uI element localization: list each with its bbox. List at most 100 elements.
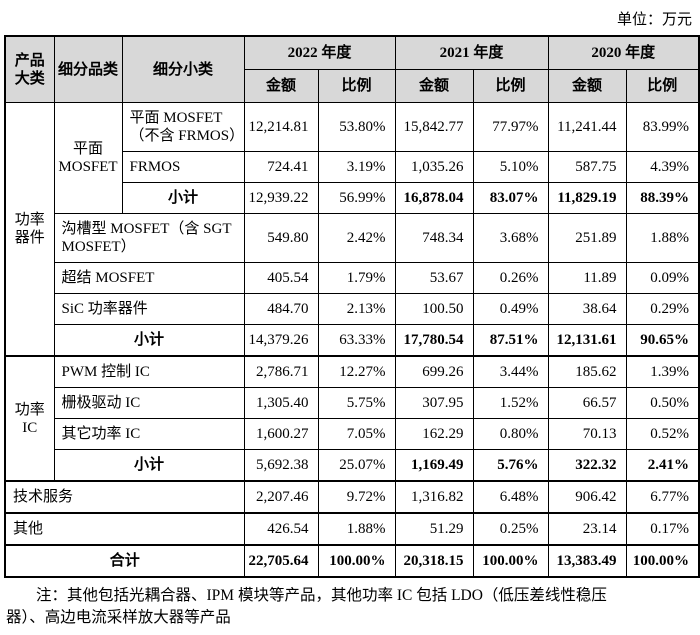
value-cell: 251.89 (547, 213, 627, 263)
value-cell: 25.07% (317, 449, 396, 482)
header-cell: 2022 年度 (243, 35, 396, 70)
value-cell: 5.75% (317, 387, 396, 419)
table-row: 其它功率 IC 1,600.27 7.05% 162.29 0.80% 70.13 0.52… (5, 418, 700, 450)
table-row: 超结 MOSFET 405.54 1.79% 53.67 0.26% 11.89 0.09% (5, 262, 700, 294)
value-cell: 0.50% (625, 387, 700, 419)
table-row: 沟槽型 MOSFET（含 SGT MOSFET） 549.80 2.42% 748.3… (5, 213, 700, 263)
table-row: 技术服务 2,207.46 9.72% 1,316.82 6.48% 906.42 6.77… (4, 480, 700, 514)
value-cell: 0.26% (472, 262, 549, 294)
value-cell: 0.09% (625, 262, 700, 294)
value-cell: 1.88% (317, 512, 396, 546)
value-cell: 100.00% (317, 544, 396, 578)
value-cell: 14,379.26 (243, 324, 319, 357)
value-cell: 88.39% (625, 182, 700, 214)
value-cell: 322.32 (547, 449, 627, 482)
row-label-cell: 栅极驱动 IC (53, 387, 245, 419)
value-cell: 6.77% (625, 480, 700, 514)
value-cell: 307.95 (394, 387, 474, 419)
value-cell: 1,600.27 (243, 418, 319, 450)
value-cell: 16,878.04 (394, 182, 474, 214)
header-cell: 2020 年度 (547, 35, 700, 70)
header-cell: 细分品类 (53, 35, 123, 103)
table-body: 功率器件 平面 MOSFET 平面 MOSFET（不含 FRMOS） 12,214.8… (4, 102, 700, 578)
value-cell: 11,241.44 (547, 102, 627, 152)
row-label-cell: 超结 MOSFET (53, 262, 245, 294)
table-row: 功率器件 平面 MOSFET 平面 MOSFET（不含 FRMOS） 12,214.8… (4, 102, 700, 357)
value-cell: 2.13% (317, 293, 396, 325)
value-cell: 549.80 (243, 213, 319, 263)
value-cell: 6.48% (472, 480, 549, 514)
row-label-cell: PWM 控制 IC (53, 355, 245, 388)
value-cell: 0.17% (625, 512, 700, 546)
header-cell: 金额 (243, 69, 319, 103)
value-cell: 63.33% (317, 324, 396, 357)
value-cell: 0.52% (625, 418, 700, 450)
header-row: 金额 比例 金额 比例 金额 比例 (5, 69, 700, 103)
footnote-line-2: 器）、高边电流采样放大器等产品 (6, 609, 231, 627)
value-cell: 23.14 (547, 512, 627, 546)
row-label-cell: 平面 MOSFET (53, 102, 123, 214)
table-header: 产品大类 细分品类 细分小类 2022 年度 2021 年度 2020 年度 金额 比例 金额比… (4, 35, 700, 103)
value-cell: 4.39% (625, 151, 700, 183)
value-cell: 12,131.61 (547, 324, 627, 357)
value-cell: 20,318.15 (394, 544, 474, 578)
value-cell: 2.41% (625, 449, 700, 482)
row-label-cell: 合计 (4, 544, 245, 578)
value-cell: 587.75 (547, 151, 627, 183)
row-label-cell: 小计 (53, 449, 245, 482)
header-cell: 金额 (547, 69, 627, 103)
value-cell: 1.79% (317, 262, 396, 294)
value-cell: 2,786.71 (243, 355, 319, 388)
value-cell: 1.88% (625, 213, 700, 263)
header-cell: 产品大类 (4, 35, 55, 103)
value-cell: 5.76% (472, 449, 549, 482)
value-cell: 0.29% (625, 293, 700, 325)
value-cell: 906.42 (547, 480, 627, 514)
value-cell: 5.10% (472, 151, 549, 183)
value-cell: 0.80% (472, 418, 549, 450)
value-cell: 3.44% (472, 355, 549, 388)
value-cell: 83.07% (472, 182, 549, 214)
table-row: 栅极驱动 IC 1,305.40 5.75% 307.95 1.52% 66.57 0.50… (5, 387, 700, 419)
header-cell: 比例 (472, 69, 549, 103)
header-cell: 2021 年度 (394, 35, 549, 70)
value-cell: 100.00% (625, 544, 700, 578)
value-cell: 5,692.38 (243, 449, 319, 482)
value-cell: 9.72% (317, 480, 396, 514)
row-label-cell: 平面 MOSFET（不含 FRMOS） (121, 102, 245, 152)
value-cell: 100.00% (472, 544, 549, 578)
value-cell: 83.99% (625, 102, 700, 152)
value-cell: 53.67 (394, 262, 474, 294)
value-cell: 77.97% (472, 102, 549, 152)
value-cell: 1,316.82 (394, 480, 474, 514)
row-label-cell: FRMOS (121, 151, 245, 183)
value-cell: 0.49% (472, 293, 549, 325)
row-label-cell: 功率 IC (4, 355, 55, 482)
value-cell: 0.25% (472, 512, 549, 546)
row-label-cell: 其它功率 IC (53, 418, 245, 450)
value-cell: 90.65% (625, 324, 700, 357)
value-cell: 12.27% (317, 355, 396, 388)
value-cell: 11.89 (547, 262, 627, 294)
value-cell: 1,305.40 (243, 387, 319, 419)
row-label-cell: 小计 (53, 324, 245, 357)
footnote: 注：其他包括光耦合器、IPM 模块等产品，其他功率 IC 包括 LDO（低压差线… (4, 585, 696, 630)
value-cell: 748.34 (394, 213, 474, 263)
table-row: FRMOS 724.41 3.19% 1,035.26 5.10% 587.75 4.39% (5, 151, 700, 183)
value-cell: 38.64 (547, 293, 627, 325)
value-cell: 7.05% (317, 418, 396, 450)
row-label-cell: 其他 (4, 512, 245, 546)
unit-label: 单位：万元 (616, 12, 692, 28)
value-cell: 15,842.77 (394, 102, 474, 152)
header-cell: 细分小类 (121, 35, 245, 103)
row-label-cell: SiC 功率器件 (53, 293, 245, 325)
value-cell: 185.62 (547, 355, 627, 388)
value-cell: 162.29 (394, 418, 474, 450)
value-cell: 699.26 (394, 355, 474, 388)
value-cell: 51.29 (394, 512, 474, 546)
table-row: SiC 功率器件 484.70 2.13% 100.50 0.49% 38.64 0.29% (5, 293, 700, 325)
value-cell: 1.52% (472, 387, 549, 419)
table-row: 小计 12,939.22 56.99% 16,878.04 83.07% 11,829.1… (5, 182, 700, 214)
value-cell: 53.80% (317, 102, 396, 152)
